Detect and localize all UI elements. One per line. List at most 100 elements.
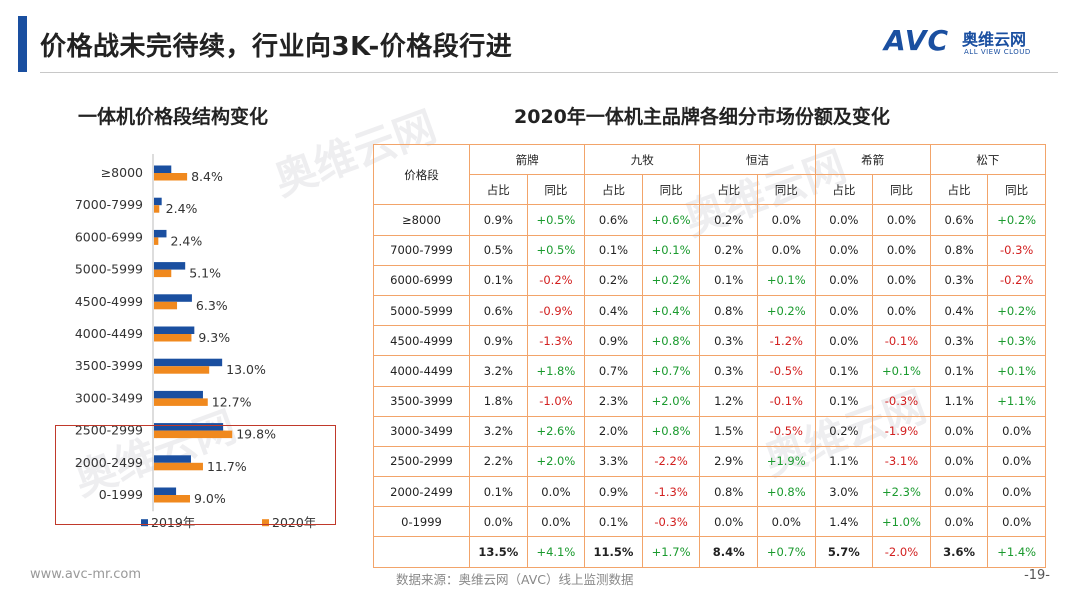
- share-cell: 0.3%: [929, 325, 989, 357]
- data-label: 5.1%: [189, 266, 221, 281]
- yoy-cell: +0.8%: [641, 325, 701, 357]
- share-cell: 0.9%: [584, 476, 643, 508]
- share-cell: 0.0%: [929, 476, 989, 508]
- table-row: 3000-3499 3.2% +2.6% 2.0% +0.8% 1.5% -0.5% 0.2%…: [373, 415, 1046, 447]
- yoy-cell: 0.0%: [987, 506, 1046, 538]
- segment-cell: 4000-4499: [373, 355, 470, 387]
- bar-2019: [154, 423, 224, 431]
- bar-2020: [154, 301, 178, 310]
- yoy-cell: +0.3%: [987, 325, 1046, 357]
- share-cell: 0.9%: [469, 325, 528, 357]
- share-cell: 0.0%: [699, 506, 758, 538]
- category-label: 0-1999: [99, 487, 143, 502]
- segment-cell: 6000-6999: [373, 264, 470, 296]
- bar-2019: [154, 390, 203, 399]
- yoy-cell: +0.5%: [526, 204, 586, 236]
- sub-header: 同比: [641, 174, 701, 206]
- yoy-cell: 0.0%: [872, 204, 931, 236]
- share-cell: 1.2%: [699, 385, 758, 417]
- segment-cell: 2500-2999: [373, 445, 470, 478]
- share-cell: 1.1%: [814, 445, 874, 478]
- share-cell: 0.4%: [584, 294, 643, 327]
- sub-header: 占比: [584, 174, 643, 206]
- data-label: 2.4%: [166, 201, 198, 216]
- share-cell: 0.3%: [699, 325, 758, 357]
- sub-header: 占比: [699, 174, 758, 206]
- share-cell: 2.2%: [469, 445, 528, 478]
- data-label: 19.8%: [236, 427, 276, 442]
- category-label: 2000-2499: [75, 455, 143, 470]
- category-label: 4500-4999: [75, 294, 143, 309]
- share-cell: 3.3%: [584, 445, 643, 478]
- category-label: ≥8000: [101, 165, 143, 180]
- bar-2020: [154, 334, 192, 342]
- share-cell: 0.0%: [929, 445, 989, 478]
- share-cell: 0.2%: [584, 264, 643, 296]
- yoy-cell: +0.7%: [641, 355, 701, 387]
- data-label: 11.7%: [207, 459, 247, 474]
- bar-2019: [154, 165, 172, 173]
- yoy-cell: +1.0%: [872, 506, 931, 538]
- yoy-cell: -0.2%: [526, 264, 586, 296]
- share-cell: 0.3%: [929, 264, 989, 296]
- share-cell: 3.2%: [469, 355, 528, 387]
- bar-2020: [154, 430, 233, 439]
- yoy-cell: -0.3%: [987, 234, 1046, 266]
- yoy-cell: +0.2%: [987, 294, 1046, 327]
- share-cell: 0.6%: [469, 294, 528, 327]
- price-segment-bar-chart: ≥8000 8.4% 7000-7999 2.4% 6000-6999 2.4% 5000-…: [75, 154, 316, 530]
- share-cell: 0.0%: [929, 415, 989, 447]
- share-cell: 0.1%: [814, 355, 874, 387]
- footer-source: 数据来源：奥维云网（AVC）线上监测数据: [396, 572, 634, 587]
- page-title: 价格战未完待续，行业向3K-价格段行进: [40, 32, 513, 62]
- share-cell: 0.0%: [814, 264, 874, 296]
- category-label: 4000-4499: [75, 326, 143, 341]
- yoy-cell: -1.2%: [756, 325, 816, 357]
- yoy-cell: 0.0%: [872, 294, 931, 327]
- segment-cell: 2000-2499: [373, 476, 470, 508]
- share-cell: 0.7%: [584, 355, 643, 387]
- share-cell: 0.2%: [699, 234, 758, 266]
- brand-header: 九牧: [584, 143, 701, 176]
- avc-logo: AVC 奥维云网 ALL VIEW CLOUD: [884, 24, 1052, 60]
- data-label: 6.3%: [196, 298, 228, 313]
- highlight-box: [55, 425, 336, 525]
- yoy-cell: 0.0%: [756, 204, 816, 236]
- yoy-cell: 0.0%: [872, 234, 931, 266]
- bar-2020: [154, 398, 208, 406]
- bar-2019: [154, 262, 186, 270]
- page-number: -19-: [1024, 568, 1050, 583]
- table-row: ≥8000 0.9% +0.5% 0.6% +0.6% 0.2% 0.0% 0.0% 0.0% 0…: [373, 204, 1046, 236]
- table-row: 4000-4499 3.2% +1.8% 0.7% +0.7% 0.3% -0.5% 0.1%…: [373, 355, 1046, 387]
- yoy-cell: +1.1%: [987, 385, 1046, 417]
- brand-header: 松下: [929, 143, 1047, 176]
- share-cell: 0.1%: [469, 264, 528, 296]
- data-label: 8.4%: [191, 169, 223, 184]
- share-cell: 0.1%: [584, 234, 643, 266]
- segment-cell: 5000-5999: [373, 294, 470, 327]
- title-divider: [40, 72, 1058, 73]
- share-cell: 0.6%: [929, 204, 989, 236]
- share-cell: 0.3%: [699, 355, 758, 387]
- yoy-cell: 0.0%: [526, 506, 586, 538]
- brand-header: 箭牌: [468, 143, 586, 176]
- yoy-cell: 0.0%: [987, 415, 1046, 447]
- footer-url: www.avc-mr.com: [30, 567, 142, 582]
- table-row: 3500-3999 1.8% -1.0% 2.3% +2.0% 1.2% -0.1% 0.1%…: [373, 385, 1046, 417]
- table-row: 2500-2999 2.2% +2.0% 3.3% -2.2% 2.9% +1.9% 1.1%…: [373, 445, 1046, 478]
- data-label: 2.4%: [170, 233, 202, 248]
- yoy-cell: +0.6%: [641, 204, 701, 236]
- share-cell: 0.0%: [814, 294, 874, 327]
- share-cell: 1.4%: [814, 506, 874, 538]
- yoy-cell: -0.5%: [756, 355, 816, 387]
- yoy-cell: 0.0%: [756, 506, 816, 538]
- total-row: 13.5% +4.1% 11.5% +1.7% 8.4% +0.7% 5.7% -2.0% 3.…: [373, 536, 1046, 568]
- yoy-cell: -0.3%: [872, 385, 931, 417]
- bar-2019: [154, 229, 167, 238]
- sub-header: 占比: [469, 174, 528, 206]
- share-cell: 0.5%: [469, 234, 528, 266]
- bar-2019: [154, 294, 192, 302]
- share-cell: 2.0%: [584, 415, 643, 447]
- table-title: 2020年一体机主品牌各细分市场份额及变化: [514, 106, 890, 128]
- table-row: 5000-5999 0.6% -0.9% 0.4% +0.4% 0.8% +0.2% 0.0%…: [373, 294, 1046, 327]
